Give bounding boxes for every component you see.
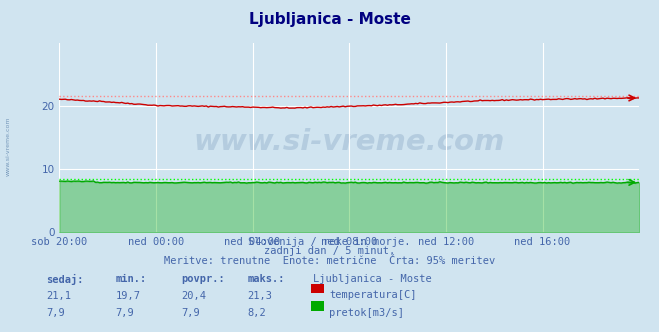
Text: Meritve: trenutne  Enote: metrične  Črta: 95% meritev: Meritve: trenutne Enote: metrične Črta: …: [164, 256, 495, 266]
Text: min.:: min.:: [115, 274, 146, 284]
Text: povpr.:: povpr.:: [181, 274, 225, 284]
Text: maks.:: maks.:: [247, 274, 285, 284]
Text: temperatura[C]: temperatura[C]: [330, 290, 417, 300]
Text: sedaj:: sedaj:: [46, 274, 84, 285]
Text: zadnji dan / 5 minut.: zadnji dan / 5 minut.: [264, 246, 395, 256]
Text: Ljubljanica - Moste: Ljubljanica - Moste: [248, 12, 411, 27]
Text: 21,1: 21,1: [46, 290, 71, 300]
Text: 19,7: 19,7: [115, 290, 140, 300]
Text: 7,9: 7,9: [115, 308, 134, 318]
Text: 7,9: 7,9: [181, 308, 200, 318]
Text: Slovenija / reke in morje.: Slovenija / reke in morje.: [248, 237, 411, 247]
Text: pretok[m3/s]: pretok[m3/s]: [330, 308, 405, 318]
Text: 8,2: 8,2: [247, 308, 266, 318]
Text: www.si-vreme.com: www.si-vreme.com: [194, 127, 505, 156]
Text: 7,9: 7,9: [46, 308, 65, 318]
Text: 20,4: 20,4: [181, 290, 206, 300]
Text: Ljubljanica - Moste: Ljubljanica - Moste: [313, 274, 432, 284]
Text: www.si-vreme.com: www.si-vreme.com: [5, 116, 11, 176]
Text: 21,3: 21,3: [247, 290, 272, 300]
